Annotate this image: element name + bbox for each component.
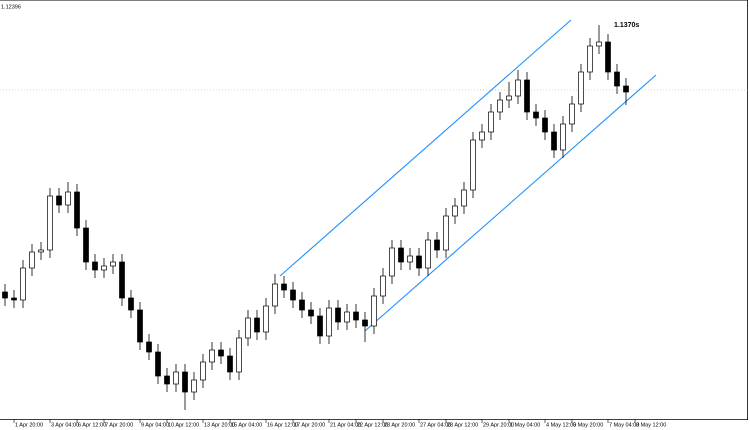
candle-body [398,247,404,263]
candle-body [344,311,350,323]
candle-body [551,131,557,151]
candle-body [326,307,332,337]
candle-body [92,261,98,271]
candle-body [101,265,107,271]
candle-body [227,355,233,373]
candle-body [542,117,548,133]
candle-body [245,317,251,339]
candle-body [380,275,386,297]
x-tick-label: 3 Apr 04:00 [51,422,79,428]
x-tick-label: 6 Apr 12:00 [78,422,106,428]
channel-lower [364,74,657,332]
candle-body [164,375,170,385]
candle-body [416,255,422,269]
candle-body [200,361,206,381]
candle-body [524,79,530,113]
candle-body [425,239,431,269]
x-tick-label: 10 Apr 12:00 [168,422,199,428]
x-tick-label: 9 Apr 04:00 [141,422,169,428]
candle-body [281,283,287,291]
candle-body [119,261,125,299]
candle-body [65,191,71,206]
candle-body [263,305,269,333]
candle-body [443,215,449,251]
x-tick-label: 7 Apr 20:00 [105,422,133,428]
candle-body [479,131,485,141]
x-tick-label: 21 Apr 04:00 [330,422,361,428]
candle-body [461,189,467,207]
channel-upper [279,19,572,277]
candle-body [560,123,566,151]
x-tick-label: 1 May 04:00 [510,422,540,428]
candle-body [407,255,413,263]
annotation: 1.1370s [614,22,639,29]
candle-body [488,111,494,133]
candle-body [110,261,116,267]
x-tick-label: 28 Apr 12:00 [447,422,478,428]
candle-body [128,297,134,311]
x-tick-label: 27 Apr 04:00 [420,422,451,428]
candle-body [29,251,35,269]
candle-body [38,249,44,253]
candle-body [497,99,503,113]
candle-body [299,299,305,311]
x-tick-label: 1 Apr 20:00 [15,422,43,428]
candle-body [272,283,278,307]
x-tick-label: 5 May 20:00 [573,422,603,428]
x-tick-label: 29 Apr 20:00 [483,422,514,428]
candle-body [209,349,215,363]
candle-body [317,315,323,337]
candle-body [434,239,440,251]
candle-body [218,349,224,357]
candle-body [452,205,458,217]
x-tick-label: 15 Apr 04:00 [231,422,262,428]
candle-body [362,319,368,327]
candle-body [182,371,188,393]
candle-body [515,79,521,97]
candle-body [74,191,80,229]
candle-body [389,247,395,277]
candle-body [2,291,8,299]
candle-body [83,227,89,263]
candle-body [56,195,62,206]
candle-body [47,195,53,251]
x-tick-label: 16 Apr 12:00 [267,422,298,428]
candle-body [533,111,539,119]
candle-body [506,95,512,101]
candle-body [614,71,620,87]
candle-body [605,41,611,73]
x-tick-label: 17 Apr 20:00 [294,422,325,428]
candle-body [470,139,476,191]
candle-body [20,267,26,301]
candle-body [623,85,629,93]
x-tick-label: 8 May 12:00 [636,422,666,428]
x-tick-label: 7 May 04:00 [609,422,639,428]
x-tick-label: 13 Apr 20:00 [204,422,235,428]
candle-body [236,337,242,373]
candle-body [587,45,593,73]
price-label: 1.12396 [1,4,21,10]
candle-body [155,351,161,377]
candle-body [254,317,260,333]
candle-body [146,341,152,353]
candle-body [173,371,179,385]
candle-body [578,71,584,105]
candle-body [353,311,359,321]
x-tick-label: 4 May 12:00 [546,422,576,428]
candle-body [11,297,17,301]
candle-body [569,103,575,125]
candle-body [290,289,296,301]
candle-body [371,295,377,327]
candle-body [335,307,341,323]
candle-body [596,41,602,47]
x-tick-label: 23 Apr 20:00 [384,422,415,428]
x-tick-label: 22 Apr 12:00 [357,422,388,428]
candle-body [137,309,143,343]
candle-body [308,309,314,317]
candle-body [191,379,197,393]
